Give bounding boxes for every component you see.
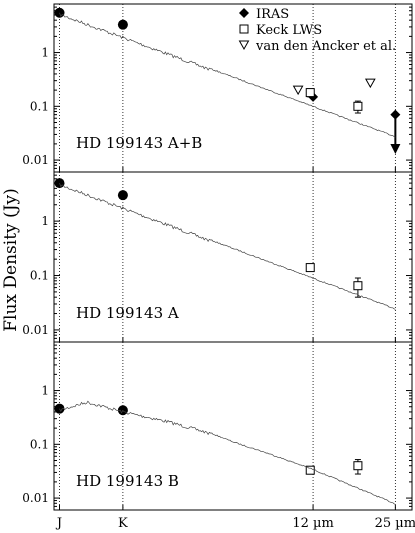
keck-lws-point <box>353 461 363 471</box>
keck-lws-point <box>305 88 315 98</box>
y-tick-label-0-1: 0.1 <box>30 99 49 113</box>
panel-label: HD 199143 A+B <box>76 134 202 152</box>
legend-label-van-den-ancker: van den Ancker et al. <box>255 39 396 54</box>
legend-marker-iras <box>239 8 249 18</box>
legend-label-keck-lws: Keck LWS <box>256 23 322 38</box>
photometry-point <box>117 190 128 201</box>
y-tick-label-1: 1 <box>41 384 49 398</box>
y-axis-label: Flux Density (Jy) <box>1 188 21 332</box>
y-tick-label-0-01: 0.01 <box>22 153 49 167</box>
keck-lws-point <box>305 465 315 475</box>
keck-lws-point <box>353 281 363 291</box>
model-spectrum-line <box>59 12 396 138</box>
photometry-point <box>117 19 128 30</box>
overlay: J K 12 µm 25 µm <box>55 516 415 531</box>
legend-marker-keck-lws <box>239 24 249 34</box>
y-tick-label-1: 1 <box>41 214 49 228</box>
legend-label-iras: IRAS <box>256 7 289 22</box>
x-tick-label-k: K <box>118 516 128 531</box>
y-tick-label-0-1: 0.1 <box>30 269 49 283</box>
legend: IRAS Keck LWS van den Ancker et al. <box>238 7 396 54</box>
model-spectrum-line <box>59 400 396 505</box>
x-tick-label-12-m: 12 µm <box>292 516 333 531</box>
x-tick-label-j: J <box>55 516 62 531</box>
y-tick-label-0-01: 0.01 <box>22 491 49 505</box>
panel-label: HD 199143 A <box>76 304 179 322</box>
panels: 1 0.1 0.01 HD 199143 A+B 1 0.1 0.01 HD 199143 A… <box>22 3 413 511</box>
y-tick-label-1: 1 <box>41 46 49 60</box>
panel-hd-199143-a: 1 0.1 0.01 HD 199143 A <box>22 171 413 343</box>
y-tick-label-0-1: 0.1 <box>30 437 49 451</box>
iras-point <box>390 109 401 120</box>
keck-lws-point <box>353 101 363 111</box>
panel-frame <box>53 341 413 511</box>
photometry-point <box>54 403 65 414</box>
panel-hd-199143-b: 1 0.1 0.01 HD 199143 B <box>22 341 413 511</box>
panel-hd-199143-a-b: 1 0.1 0.01 HD 199143 A+B <box>22 3 413 173</box>
van-den-ancker-et-al-point <box>292 85 304 96</box>
keck-lws-point <box>305 263 315 273</box>
upper-limit-arrow-head <box>390 144 401 154</box>
model-spectrum-line <box>59 182 396 310</box>
van-den-ancker-et-al-point <box>364 78 376 89</box>
x-tick-label-25-m: 25 µm <box>375 516 415 531</box>
y-tick-label-0-01: 0.01 <box>22 323 49 337</box>
panel-label: HD 199143 B <box>76 472 179 490</box>
legend-marker-van-den-ancker-et-al <box>238 40 250 51</box>
